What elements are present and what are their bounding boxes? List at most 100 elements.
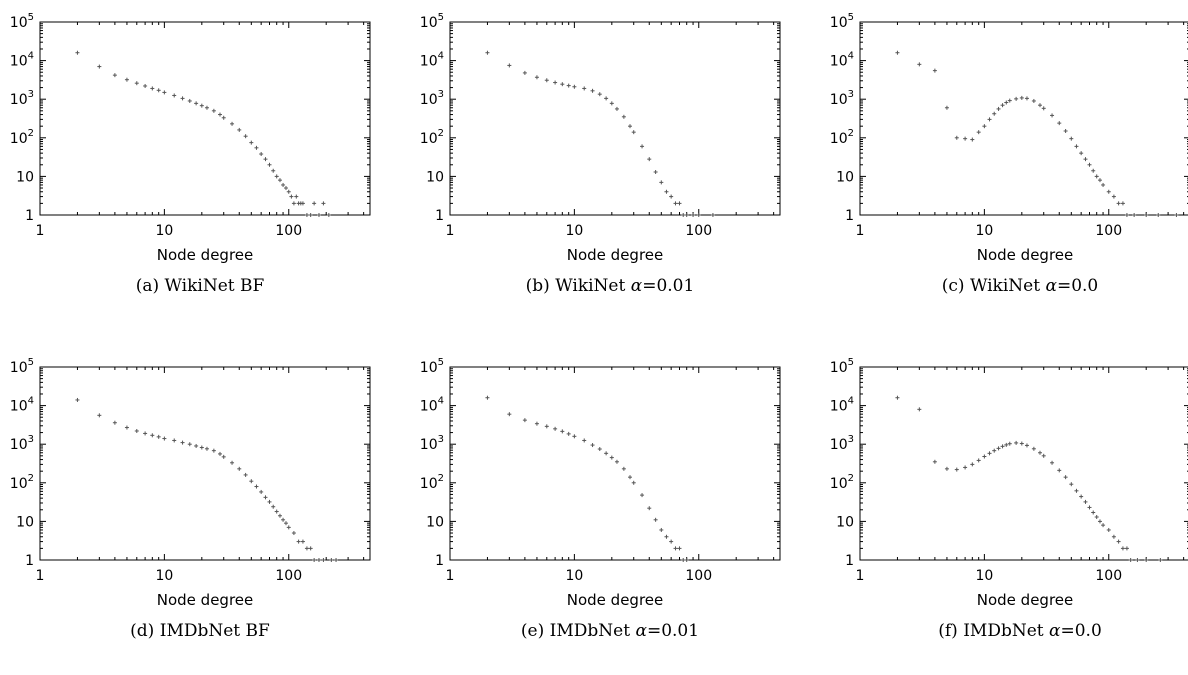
caption-suffix: =0.0 — [1056, 276, 1099, 296]
data-point — [604, 451, 609, 456]
data-point — [566, 83, 571, 88]
data-point — [944, 105, 949, 110]
data-point — [696, 213, 701, 217]
x-tick-label: 1 — [36, 568, 45, 584]
data-point — [259, 152, 264, 157]
y-tick-label: 104 — [420, 396, 444, 415]
data-point — [277, 513, 282, 518]
y-tick-label: 1 — [435, 208, 444, 224]
y-tick-label: 102 — [830, 128, 854, 147]
data-point — [1000, 103, 1005, 108]
data-point — [204, 446, 209, 451]
data-point — [1091, 168, 1096, 173]
data-point — [1074, 488, 1079, 493]
data-point — [249, 479, 254, 484]
x-tick-label: 100 — [1095, 568, 1122, 584]
data-point — [1057, 121, 1062, 126]
data-point — [982, 124, 987, 129]
data-point — [621, 114, 626, 119]
data-point — [112, 420, 117, 425]
data-point — [640, 493, 645, 498]
data-point — [534, 75, 539, 80]
data-point — [621, 466, 626, 471]
y-tick-label: 104 — [420, 51, 444, 70]
data-point — [304, 213, 309, 217]
data-point — [143, 83, 148, 88]
data-point — [992, 448, 997, 453]
x-tick-label: 100 — [685, 568, 712, 584]
data-point — [895, 395, 900, 400]
data-point — [1097, 178, 1102, 183]
data-point — [560, 429, 565, 434]
panel-caption: (d) IMDbNet BF — [20, 621, 380, 641]
data-point — [1004, 100, 1009, 105]
data-point — [1007, 441, 1012, 446]
data-point — [172, 93, 177, 98]
data-point — [281, 182, 286, 187]
data-point — [932, 68, 937, 73]
y-tick-label: 105 — [420, 12, 444, 31]
y-tick-label: 104 — [10, 51, 34, 70]
data-point — [150, 86, 155, 91]
data-point — [932, 459, 937, 464]
data-point — [1050, 113, 1055, 118]
data-point — [640, 144, 645, 149]
caption-suffix: BF — [245, 621, 270, 641]
caption-prefix: (e) IMDbNet — [520, 621, 636, 641]
data-point — [566, 431, 571, 436]
y-tick-label: 105 — [830, 357, 854, 376]
data-point — [677, 546, 682, 551]
data-point — [281, 517, 286, 522]
caption-prefix: (d) IMDbNet — [130, 621, 246, 641]
x-tick-label: 100 — [1095, 223, 1122, 239]
data-point — [283, 521, 288, 526]
x-tick-label: 10 — [975, 568, 993, 584]
data-point — [1116, 539, 1121, 544]
y-tick-label: 1 — [25, 208, 34, 224]
data-point — [283, 186, 288, 191]
data-point — [1063, 129, 1068, 134]
data-point — [614, 459, 619, 464]
data-point — [1074, 144, 1079, 149]
data-point — [614, 106, 619, 111]
data-point — [291, 201, 296, 206]
data-point — [1083, 499, 1088, 504]
data-point — [1014, 440, 1019, 445]
data-point — [300, 539, 305, 544]
data-point — [150, 433, 155, 438]
data-point — [143, 431, 148, 436]
data-point — [1156, 213, 1161, 217]
data-point — [329, 558, 334, 562]
data-point — [217, 112, 222, 117]
data-point — [1111, 534, 1116, 539]
plot-frame — [859, 21, 1188, 216]
data-point — [954, 135, 959, 140]
data-point — [647, 157, 652, 162]
data-point — [1087, 505, 1092, 510]
caption-alpha: α — [1049, 621, 1061, 641]
y-tick-label: 105 — [420, 357, 444, 376]
data-point — [976, 458, 981, 463]
data-point — [582, 438, 587, 443]
data-point — [572, 434, 577, 439]
data-point — [609, 455, 614, 460]
data-point — [1063, 475, 1068, 480]
caption-alpha: α — [635, 621, 647, 641]
data-point — [572, 84, 577, 89]
plot-frame — [39, 366, 371, 561]
data-point — [627, 124, 632, 129]
data-point — [267, 162, 272, 167]
data-point — [180, 96, 185, 101]
caption-suffix: =0.01 — [642, 276, 695, 296]
y-tick-label: 102 — [10, 128, 34, 147]
y-tick-label: 102 — [10, 473, 34, 492]
data-point — [917, 62, 922, 67]
x-tick-label: 10 — [155, 568, 173, 584]
data-point — [1135, 558, 1140, 562]
x-tick-label: 1 — [36, 223, 45, 239]
data-point — [992, 111, 997, 116]
